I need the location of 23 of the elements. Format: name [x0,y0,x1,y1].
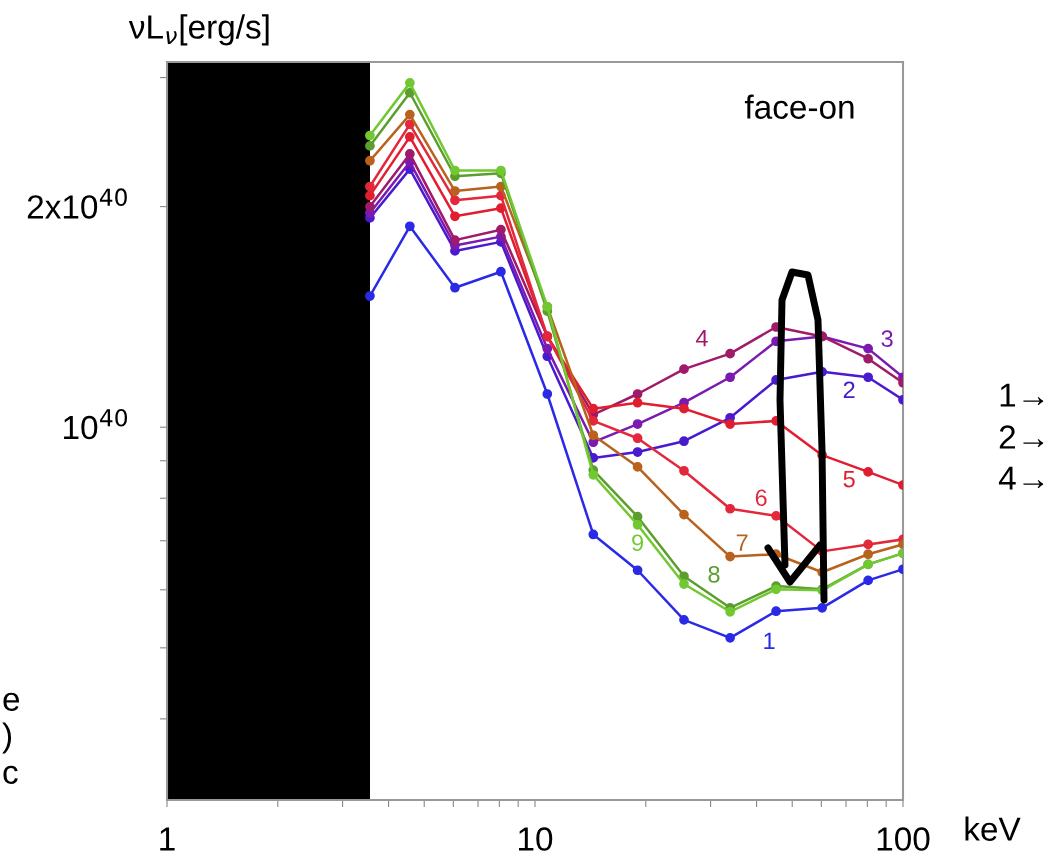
y-tick-label: 10$^{40}$ [64,408,128,440]
text: 1→ [1000,383,1044,407]
series-label: 6 [755,489,767,507]
series-label: 2 [843,381,855,398]
text: c [3,765,18,784]
x-axis-title: keV [965,816,1021,841]
series-label: 9 [632,534,644,552]
text: 2→ [999,425,1044,449]
y-axis-title: νL$_{ν}$[erg/s] [128,14,269,46]
x-tick-label: 1 [160,827,175,851]
series-label: 3 [881,330,893,347]
annotation: face-on [744,94,854,119]
series-label: 8 [708,565,720,583]
x-tick-label: 10 [519,827,553,851]
y-tick-label: 2x10$^{40}$ [27,188,127,219]
series-label: 1 [764,632,775,649]
x-tick-label: 100 [877,827,930,851]
text: 4→ [998,466,1044,490]
text: e [3,692,20,711]
series-label: 7 [736,534,748,551]
series-label: 4 [695,330,708,347]
text: ) [2,722,12,754]
series-label: 5 [843,471,855,488]
